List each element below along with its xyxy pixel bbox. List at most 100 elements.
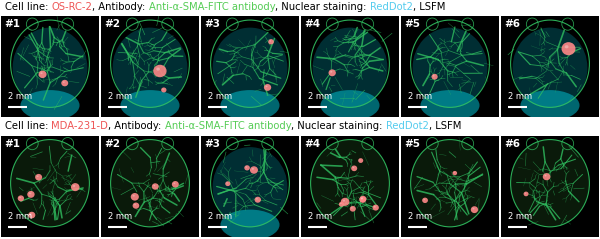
Ellipse shape (358, 158, 363, 163)
Text: MDA-231-D: MDA-231-D (52, 121, 108, 131)
Ellipse shape (545, 175, 547, 177)
Ellipse shape (30, 213, 32, 215)
Ellipse shape (38, 71, 47, 78)
Ellipse shape (220, 90, 280, 120)
Ellipse shape (433, 75, 434, 76)
Ellipse shape (512, 28, 587, 108)
Ellipse shape (163, 89, 164, 90)
Text: 2 mm: 2 mm (508, 212, 532, 221)
Ellipse shape (212, 28, 287, 108)
Ellipse shape (11, 140, 89, 227)
Text: #1: #1 (5, 139, 20, 149)
Ellipse shape (268, 39, 274, 44)
Ellipse shape (351, 207, 353, 209)
Ellipse shape (361, 198, 362, 200)
Ellipse shape (330, 71, 332, 73)
Ellipse shape (121, 90, 179, 120)
Ellipse shape (172, 181, 179, 188)
Ellipse shape (35, 174, 42, 180)
Ellipse shape (40, 72, 43, 74)
Ellipse shape (351, 165, 357, 171)
Ellipse shape (329, 69, 336, 76)
Ellipse shape (359, 196, 367, 202)
Ellipse shape (156, 68, 160, 71)
Ellipse shape (61, 80, 68, 86)
Text: #5: #5 (404, 19, 421, 29)
Ellipse shape (454, 172, 455, 173)
Ellipse shape (413, 28, 487, 108)
Ellipse shape (250, 166, 258, 174)
Text: RedDot2: RedDot2 (386, 121, 428, 131)
Ellipse shape (63, 81, 65, 83)
Text: #2: #2 (104, 19, 121, 29)
Text: 2 mm: 2 mm (8, 212, 32, 221)
Ellipse shape (524, 193, 526, 194)
Ellipse shape (37, 175, 38, 177)
Ellipse shape (161, 87, 166, 92)
Ellipse shape (212, 147, 287, 228)
Ellipse shape (373, 205, 379, 211)
Ellipse shape (421, 90, 479, 120)
Ellipse shape (471, 206, 478, 213)
Text: Cell line:: Cell line: (5, 2, 52, 12)
Ellipse shape (113, 28, 187, 108)
Text: , Antibody:: , Antibody: (92, 2, 149, 12)
Ellipse shape (220, 210, 280, 239)
Ellipse shape (361, 197, 363, 199)
Ellipse shape (565, 45, 569, 48)
Ellipse shape (340, 203, 341, 204)
Ellipse shape (152, 183, 158, 190)
Ellipse shape (28, 212, 35, 218)
Text: 2 mm: 2 mm (308, 92, 332, 101)
Ellipse shape (131, 193, 139, 201)
Ellipse shape (353, 167, 354, 168)
Text: RedDot2: RedDot2 (370, 2, 413, 12)
Ellipse shape (244, 165, 250, 170)
Text: 2 mm: 2 mm (407, 92, 432, 101)
Text: , Nuclear staining:: , Nuclear staining: (275, 2, 370, 12)
Ellipse shape (20, 90, 80, 120)
Ellipse shape (17, 195, 24, 201)
Ellipse shape (27, 191, 35, 198)
Text: 2 mm: 2 mm (308, 212, 332, 221)
Ellipse shape (269, 40, 271, 42)
Ellipse shape (311, 140, 389, 227)
Ellipse shape (511, 140, 589, 227)
Text: #4: #4 (305, 19, 321, 29)
Ellipse shape (452, 171, 457, 175)
Ellipse shape (562, 42, 575, 55)
Text: 2 mm: 2 mm (508, 92, 532, 101)
Ellipse shape (422, 198, 428, 203)
Ellipse shape (154, 185, 155, 186)
Ellipse shape (226, 182, 228, 184)
Ellipse shape (133, 195, 135, 197)
Ellipse shape (71, 183, 80, 191)
Ellipse shape (339, 202, 344, 207)
Text: #5: #5 (404, 139, 421, 149)
Text: , Nuclear staining:: , Nuclear staining: (291, 121, 386, 131)
Ellipse shape (134, 204, 136, 206)
Text: 2 mm: 2 mm (208, 212, 232, 221)
Ellipse shape (350, 206, 356, 212)
Text: 2 mm: 2 mm (8, 92, 32, 101)
Ellipse shape (133, 202, 139, 209)
Ellipse shape (431, 74, 437, 80)
Ellipse shape (320, 90, 380, 120)
Ellipse shape (153, 65, 167, 77)
Text: , LSFM: , LSFM (413, 2, 445, 12)
Ellipse shape (472, 208, 475, 210)
Text: Anti-α-SMA-FITC antibody: Anti-α-SMA-FITC antibody (149, 2, 275, 12)
Ellipse shape (254, 197, 261, 203)
Ellipse shape (543, 173, 550, 180)
Text: 2 mm: 2 mm (107, 92, 132, 101)
Ellipse shape (524, 192, 529, 196)
Text: #3: #3 (205, 19, 221, 29)
Ellipse shape (343, 200, 345, 202)
Ellipse shape (313, 28, 388, 108)
Ellipse shape (73, 185, 75, 187)
Ellipse shape (13, 28, 88, 108)
Text: OS-RC-2: OS-RC-2 (52, 2, 92, 12)
Text: 2 mm: 2 mm (407, 212, 432, 221)
Ellipse shape (110, 140, 190, 227)
Text: #3: #3 (205, 139, 221, 149)
